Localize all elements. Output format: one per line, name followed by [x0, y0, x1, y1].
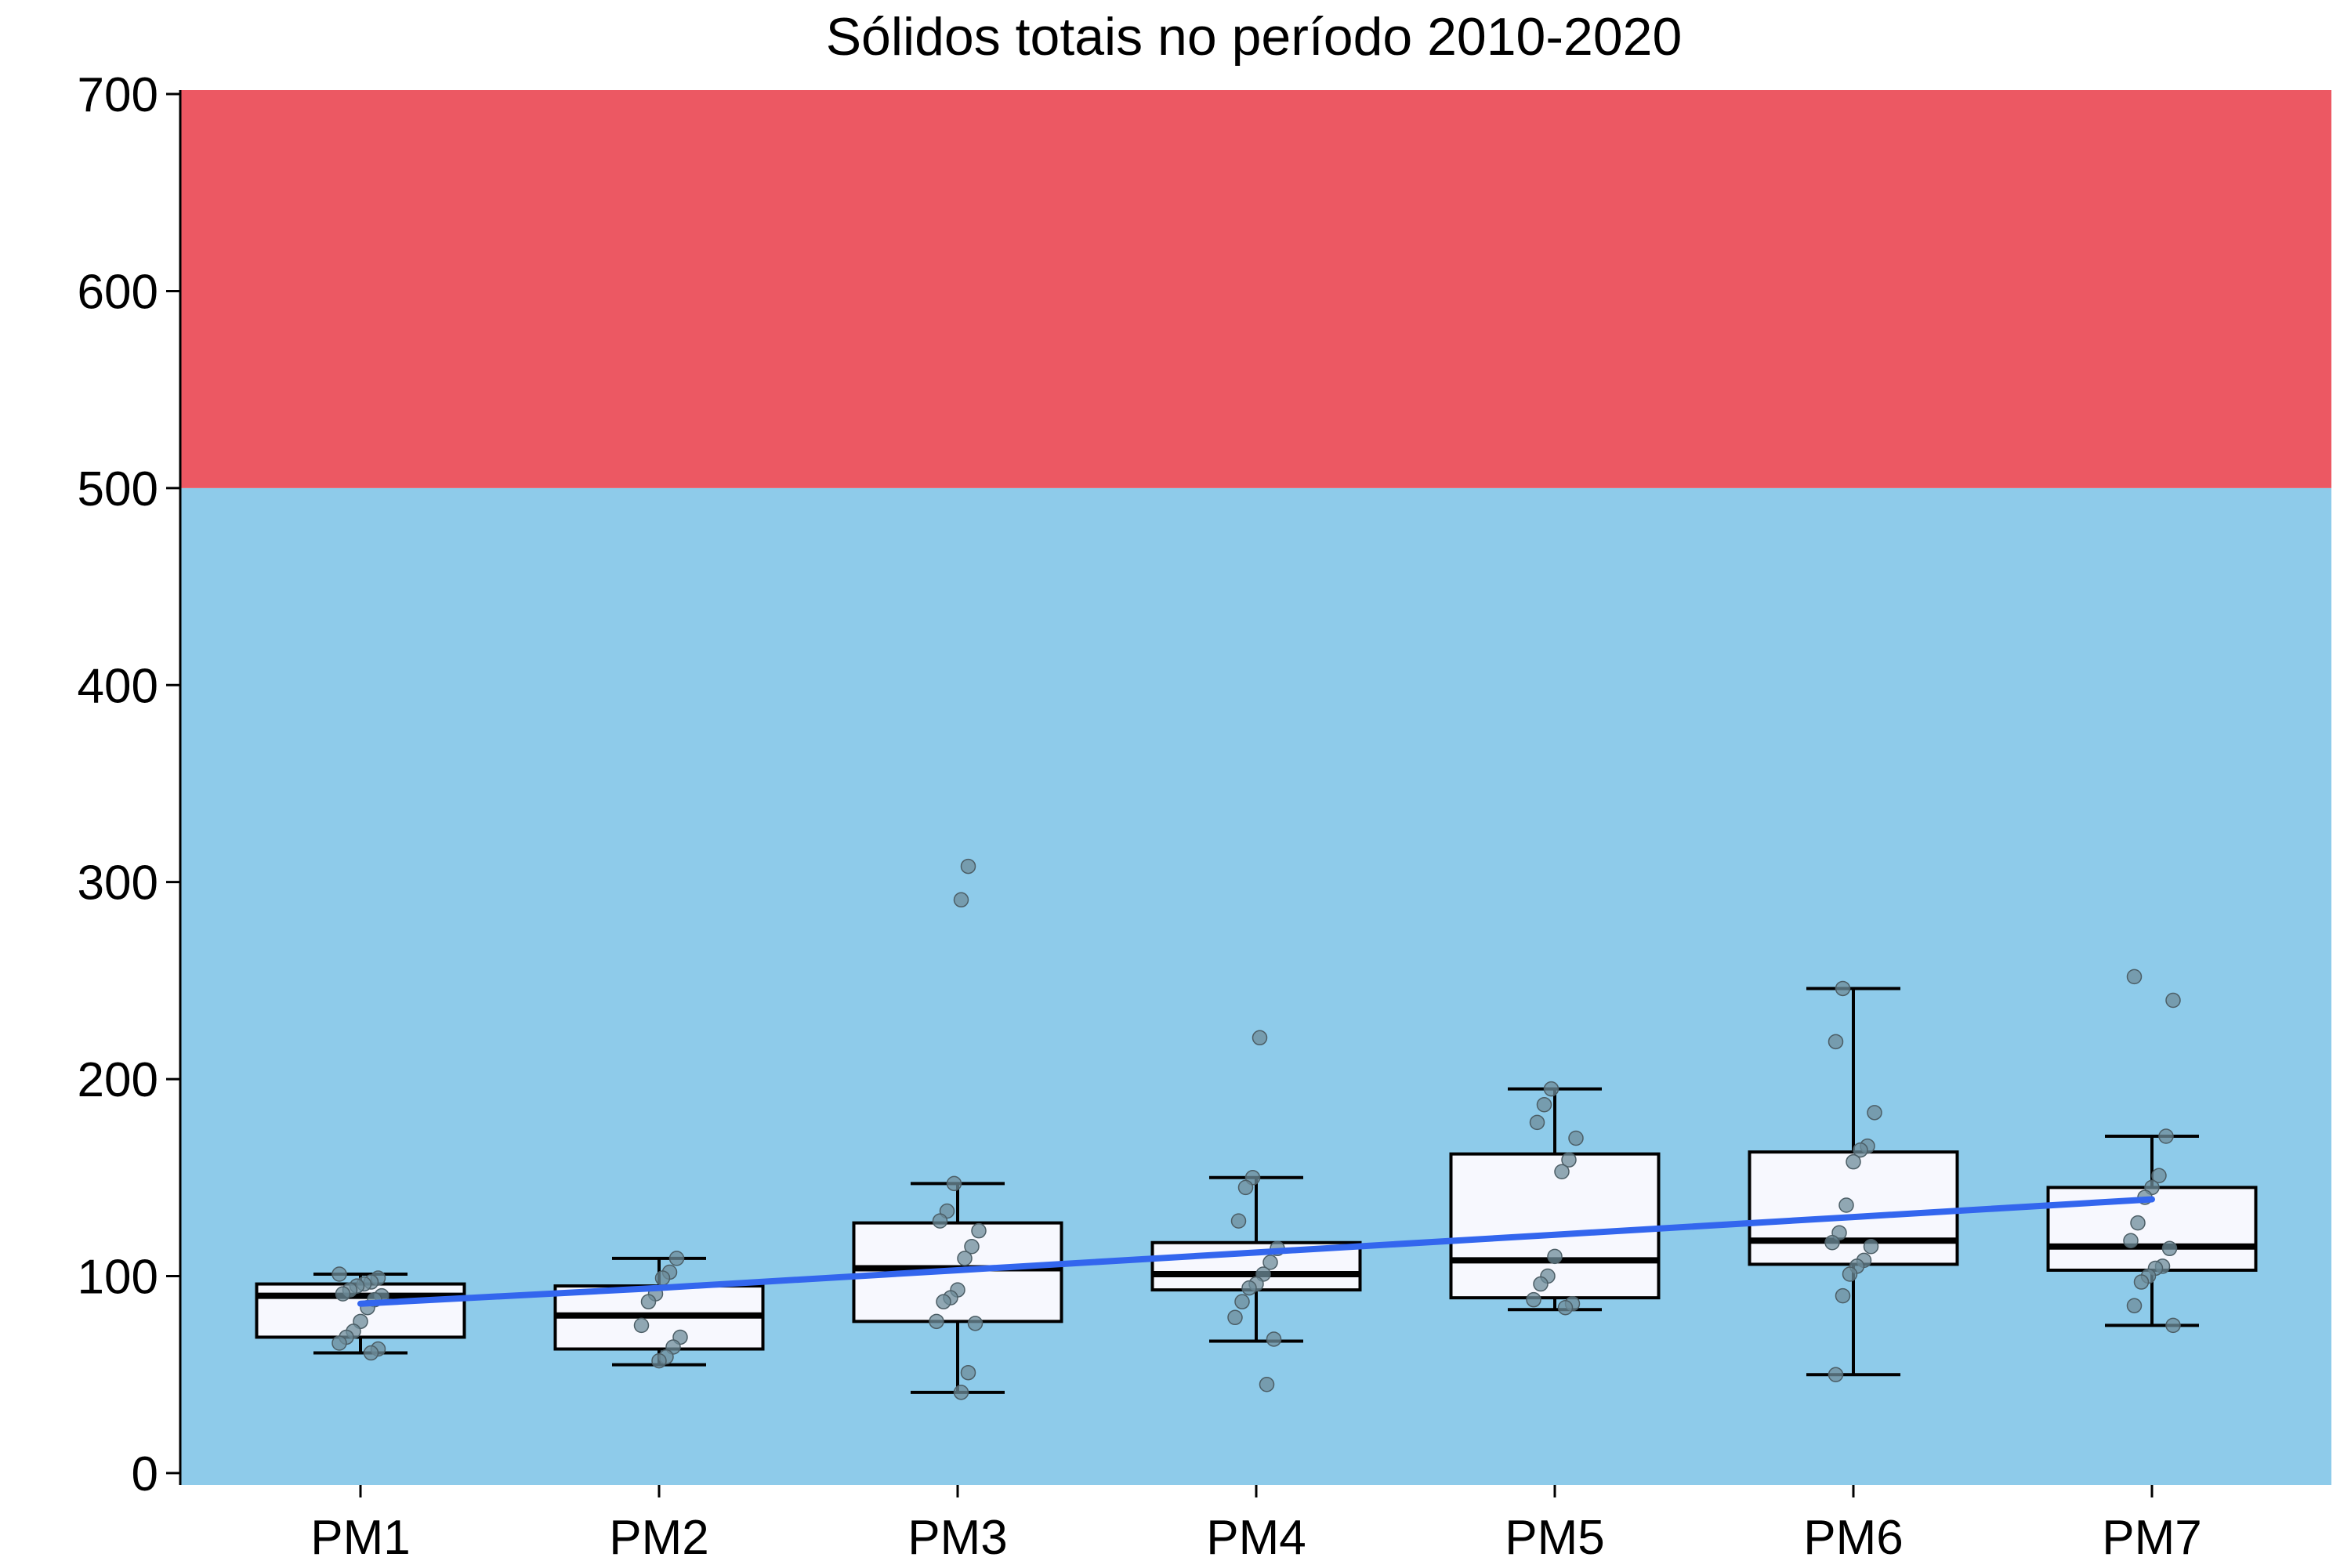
data-point — [335, 1286, 351, 1302]
data-point — [2130, 1215, 2146, 1231]
data-point — [1863, 1239, 1879, 1255]
box-body — [1449, 1152, 1661, 1300]
y-tick-label: 700 — [78, 68, 158, 122]
data-point — [651, 1353, 667, 1369]
y-tick-label: 400 — [78, 659, 158, 713]
data-point — [2126, 1298, 2143, 1313]
data-point — [1561, 1152, 1577, 1168]
data-point — [1543, 1081, 1559, 1097]
data-point — [1568, 1130, 1584, 1146]
y-tick-label: 0 — [132, 1447, 158, 1501]
data-point — [971, 1222, 987, 1239]
data-point — [1533, 1276, 1549, 1292]
x-tick-label: PM1 — [310, 1511, 410, 1564]
data-point — [1828, 1367, 1844, 1382]
y-tick-label: 200 — [78, 1053, 158, 1107]
box-PM6 — [1748, 987, 1959, 1377]
chart-title: Sólidos totais no período 2010-2020 — [826, 7, 1683, 67]
data-point — [1230, 1213, 1247, 1229]
box-body — [1748, 1150, 1959, 1266]
data-point — [2133, 1274, 2150, 1290]
data-point — [2123, 1233, 2139, 1248]
data-point — [1234, 1294, 1250, 1309]
data-point — [960, 1364, 976, 1381]
x-tick-label: PM6 — [1803, 1511, 1903, 1564]
data-point — [932, 1213, 948, 1229]
data-point — [331, 1335, 347, 1351]
data-point — [1838, 1197, 1854, 1213]
data-point — [1867, 1105, 1882, 1121]
data-point — [1557, 1299, 1574, 1316]
data-point — [1835, 980, 1851, 997]
data-point — [953, 1385, 969, 1400]
data-point — [964, 1239, 980, 1255]
data-point — [2151, 1168, 2167, 1184]
data-point — [2126, 969, 2143, 985]
y-tick-label: 500 — [78, 462, 158, 516]
plot-area: 0 100 200 300 400 500 600 700 PM1 PM2 PM3 PM4 PM5 PM6… — [78, 68, 2331, 1565]
data-point — [1547, 1248, 1563, 1265]
data-point — [363, 1345, 379, 1361]
x-tick-label: PM5 — [1505, 1511, 1604, 1564]
data-point — [633, 1317, 650, 1334]
data-point — [946, 1175, 962, 1192]
data-point — [1853, 1142, 1868, 1158]
data-point — [1237, 1179, 1254, 1196]
data-point — [1252, 1030, 1268, 1046]
data-point — [1835, 1287, 1851, 1304]
data-point — [1259, 1377, 1275, 1392]
data-point — [953, 892, 969, 908]
data-point — [1536, 1097, 1552, 1113]
data-point — [2165, 1317, 2181, 1334]
y-tick-label: 300 — [78, 856, 158, 911]
data-point — [654, 1270, 671, 1286]
data-point — [640, 1294, 657, 1309]
data-point — [2165, 992, 2181, 1009]
box-PM5 — [1449, 1087, 1661, 1312]
trend-line — [357, 1196, 2155, 1307]
data-point — [1554, 1164, 1570, 1180]
x-tick-label: PM4 — [1206, 1511, 1306, 1564]
data-point — [331, 1266, 347, 1282]
data-point — [1266, 1331, 1282, 1347]
y-tick-label: 600 — [78, 265, 158, 319]
data-point — [967, 1316, 984, 1331]
x-tick-label: PM3 — [907, 1511, 1007, 1564]
data-point — [1824, 1235, 1840, 1251]
x-tick-label: PM2 — [609, 1511, 708, 1564]
data-point — [1526, 1291, 1541, 1308]
data-point — [1529, 1114, 1545, 1131]
data-point — [668, 1251, 685, 1266]
data-point — [2158, 1128, 2174, 1144]
data-point — [957, 1251, 973, 1266]
data-point — [1262, 1255, 1278, 1270]
data-point — [1842, 1266, 1858, 1282]
y-tick-label: 100 — [78, 1251, 158, 1305]
data-point — [960, 858, 976, 875]
data-point — [2161, 1240, 2178, 1257]
band-1 — [180, 90, 2331, 488]
data-point — [936, 1294, 951, 1309]
x-tick-label: PM7 — [2102, 1511, 2201, 1564]
data-point — [1846, 1153, 1861, 1170]
data-point — [1227, 1309, 1243, 1326]
data-point — [1828, 1034, 1844, 1050]
data-point — [1241, 1280, 1257, 1296]
data-point — [929, 1313, 944, 1330]
